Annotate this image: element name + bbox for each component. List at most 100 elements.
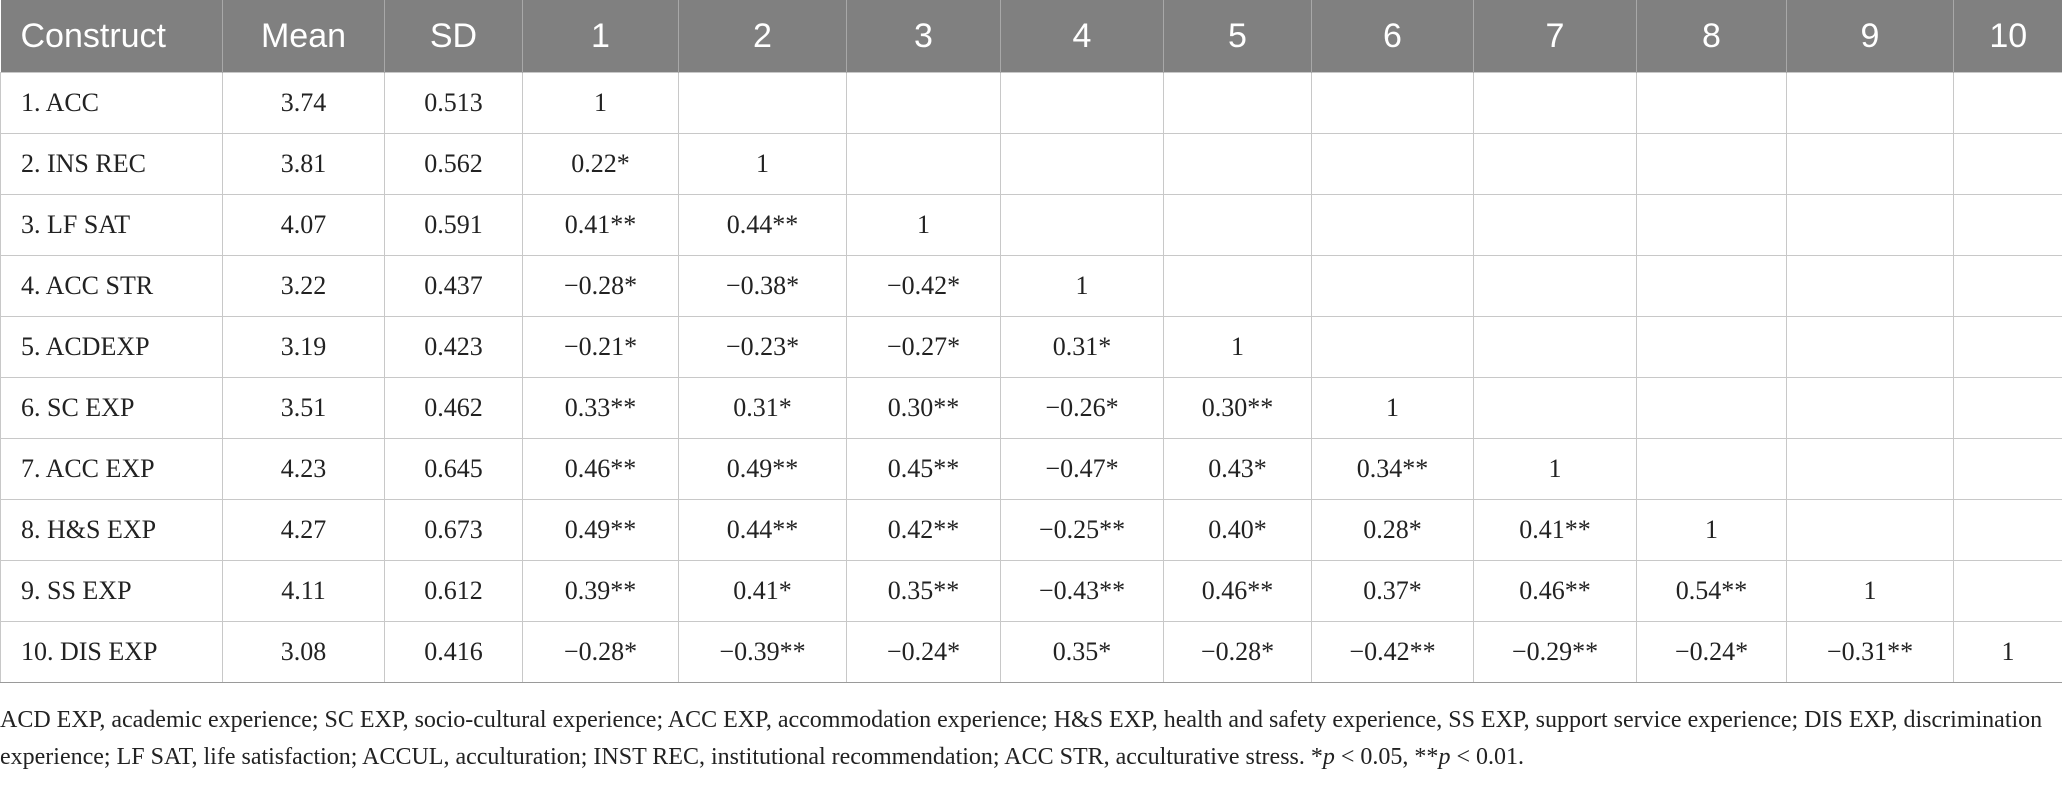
table-cell: 0.673 [384, 499, 523, 561]
table-cell: 0.35** [846, 560, 1001, 622]
table-cell: −0.29** [1473, 621, 1637, 683]
construct-name-cell: 7. ACC EXP [0, 438, 223, 500]
table-cell: 1 [678, 133, 847, 195]
table-cell: −0.43** [1000, 560, 1164, 622]
table-cell: −0.25** [1000, 499, 1164, 561]
table-row: 5. ACDEXP 3.19 0.423 −0.21* −0.23* −0.27* 0.31… [0, 316, 2062, 378]
table-cell [1953, 194, 2062, 256]
construct-name-cell: 9. SS EXP [0, 560, 223, 622]
footnote-text: ACD EXP, academic experience; SC EXP, so… [0, 707, 2043, 770]
table-cell: 0.45** [846, 438, 1001, 500]
table-cell: 0.34** [1311, 438, 1474, 500]
column-header: 4 [1000, 0, 1164, 73]
table-cell [1473, 72, 1637, 134]
correlation-table: Construct Mean SD 1 2 3 4 5 6 7 8 9 10 1. ACC 3.74 0.5… [0, 0, 2062, 683]
table-cell: 0.562 [384, 133, 523, 195]
correlation-table-container: Construct Mean SD 1 2 3 4 5 6 7 8 9 10 1. ACC 3.74 0.5… [0, 0, 2062, 683]
table-cell [1953, 316, 2062, 378]
table-cell [678, 72, 847, 134]
table-cell: 1 [1786, 560, 1954, 622]
table-cell [1473, 255, 1637, 317]
footnote-p-symbol: p [1322, 744, 1335, 770]
table-cell: 0.437 [384, 255, 523, 317]
table-cell [1786, 499, 1954, 561]
table-cell: −0.39** [678, 621, 847, 683]
table-cell: 0.30** [1163, 377, 1312, 439]
table-cell: 1 [1953, 621, 2062, 683]
table-cell: 1 [1311, 377, 1474, 439]
table-cell: 0.43* [1163, 438, 1312, 500]
table-cell: 0.462 [384, 377, 523, 439]
table-row: 9. SS EXP 4.11 0.612 0.39** 0.41* 0.35** −0.43… [0, 560, 2062, 622]
table-cell: 0.39** [522, 560, 679, 622]
column-header: Mean [222, 0, 385, 73]
construct-name-cell: 6. SC EXP [0, 377, 223, 439]
table-cell: 3.81 [222, 133, 385, 195]
table-cell: 0.46** [1473, 560, 1637, 622]
table-cell [1636, 316, 1787, 378]
table-row: 6. SC EXP 3.51 0.462 0.33** 0.31* 0.30** −0.26… [0, 377, 2062, 439]
table-cell [1000, 72, 1164, 134]
table-cell [1163, 194, 1312, 256]
column-header: 3 [846, 0, 1001, 73]
construct-name-cell: 4. ACC STR [0, 255, 223, 317]
column-header: 7 [1473, 0, 1637, 73]
construct-name-cell: 10. DIS EXP [0, 621, 223, 683]
column-header: 10 [1953, 0, 2062, 73]
table-cell: 0.54** [1636, 560, 1787, 622]
table-cell: 1 [1636, 499, 1787, 561]
table-cell [1786, 133, 1954, 195]
table-cell: 0.645 [384, 438, 523, 500]
table-cell [1473, 377, 1637, 439]
table-cell [1163, 72, 1312, 134]
table-cell: 0.416 [384, 621, 523, 683]
table-cell: 0.40* [1163, 499, 1312, 561]
construct-name-cell: 2. INS REC [0, 133, 223, 195]
table-cell: 1 [1000, 255, 1164, 317]
table-header-row: Construct Mean SD 1 2 3 4 5 6 7 8 9 10 [0, 0, 2062, 73]
table-cell: 0.33** [522, 377, 679, 439]
table-cell [1311, 133, 1474, 195]
table-cell: −0.42** [1311, 621, 1474, 683]
construct-name-cell: 8. H&S EXP [0, 499, 223, 561]
table-cell [1786, 194, 1954, 256]
table-cell [1311, 255, 1474, 317]
table-cell: −0.28* [522, 621, 679, 683]
table-cell: 4.23 [222, 438, 385, 500]
table-cell [1953, 377, 2062, 439]
table-cell [1636, 438, 1787, 500]
table-cell: 0.591 [384, 194, 523, 256]
table-cell [1786, 316, 1954, 378]
table-cell: 0.37* [1311, 560, 1474, 622]
table-cell: 0.42** [846, 499, 1001, 561]
table-cell: −0.26* [1000, 377, 1164, 439]
column-header: 5 [1163, 0, 1312, 73]
table-cell: −0.47* [1000, 438, 1164, 500]
table-cell [1473, 194, 1637, 256]
table-cell: 0.30** [846, 377, 1001, 439]
table-cell: 0.612 [384, 560, 523, 622]
table-cell: −0.24* [846, 621, 1001, 683]
table-cell [1953, 560, 2062, 622]
table-cell [1636, 133, 1787, 195]
table-cell: 4.07 [222, 194, 385, 256]
table-cell [1636, 72, 1787, 134]
table-row: 4. ACC STR 3.22 0.437 −0.28* −0.38* −0.42* 1 [0, 255, 2062, 317]
table-cell: −0.38* [678, 255, 847, 317]
table-cell: 0.31* [678, 377, 847, 439]
table-cell: −0.28* [522, 255, 679, 317]
table-cell [1163, 255, 1312, 317]
table-cell [846, 133, 1001, 195]
table-cell: 0.28* [1311, 499, 1474, 561]
table-row: 7. ACC EXP 4.23 0.645 0.46** 0.49** 0.45** −0.… [0, 438, 2062, 500]
table-cell [846, 72, 1001, 134]
column-header: 1 [522, 0, 679, 73]
table-cell: 4.11 [222, 560, 385, 622]
table-cell: 3.22 [222, 255, 385, 317]
table-cell [1000, 133, 1164, 195]
table-row: 1. ACC 3.74 0.513 1 [0, 72, 2062, 134]
table-cell [1953, 255, 2062, 317]
table-cell: −0.24* [1636, 621, 1787, 683]
table-row: 3. LF SAT 4.07 0.591 0.41** 0.44** 1 [0, 194, 2062, 256]
footnote-p-symbol: p [1438, 744, 1451, 770]
